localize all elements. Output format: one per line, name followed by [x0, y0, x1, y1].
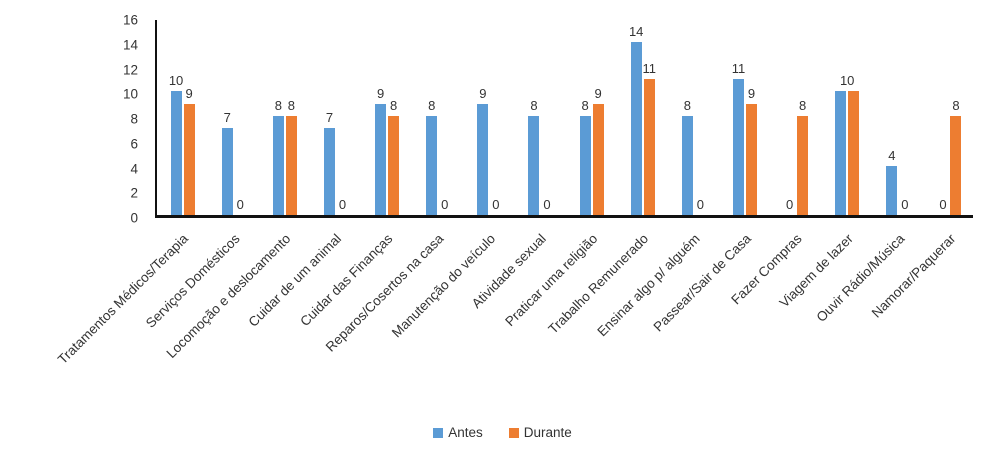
data-label: 7 [223, 110, 231, 126]
data-label: 10 [168, 73, 184, 89]
bar-antes [886, 165, 898, 215]
data-label: 11 [731, 60, 746, 76]
plot-area: 10 7 8 7 9 8 9 8 8 14 8 11 0 10 4 0 9 0 8 0 8 0 0 0 9 11 0 9 8 0 8 [155, 20, 973, 218]
y-tick-label: 8 [130, 111, 138, 127]
data-label: 0 [236, 197, 244, 212]
bar-antes [221, 128, 233, 215]
bar-antes [681, 116, 693, 215]
y-tick-label: 2 [130, 185, 138, 201]
data-label: 8 [428, 98, 436, 113]
bar-antes [732, 78, 744, 215]
y-tick-label: 6 [130, 136, 138, 152]
data-label: 8 [530, 98, 538, 113]
bar-durante [285, 116, 297, 215]
x-category-label: Cuidar das Finanças [297, 231, 396, 330]
data-label: 8 [389, 98, 398, 113]
durante-swatch-icon [508, 427, 519, 438]
bar-antes [272, 116, 284, 215]
legend-label-antes: Antes [448, 425, 483, 440]
data-label: 8 [287, 98, 295, 113]
y-tick-label: 0 [130, 210, 138, 226]
data-label: 11 [642, 60, 656, 76]
data-label: 8 [274, 98, 282, 113]
x-category-label: Praticar uma religião [502, 231, 601, 330]
data-label: 0 [441, 197, 449, 212]
bar-antes [375, 103, 387, 215]
antes-swatch-icon [433, 427, 444, 438]
y-axis: 0 2 4 6 8 10 12 14 16 [0, 13, 149, 226]
bar-durante [643, 78, 655, 215]
data-label: 0 [543, 197, 551, 212]
data-label: 8 [798, 98, 807, 113]
data-label: 10 [839, 73, 855, 89]
data-label: 8 [581, 98, 589, 113]
data-label: 9 [747, 85, 756, 101]
x-category-label: Serviços Domésticos [142, 231, 243, 331]
bar-durante [388, 116, 400, 215]
bar-antes [477, 103, 489, 215]
data-label: 0 [785, 197, 794, 212]
legend-item-durante: Durante [508, 425, 572, 440]
y-tick-label: 4 [130, 161, 138, 176]
bar-antes [323, 128, 335, 215]
legend-item-antes: Antes [433, 425, 483, 440]
bar-antes [426, 116, 438, 215]
x-category-label: Passear/Sair de Casa [650, 231, 754, 335]
x-category-label: Ensinar algo p/ alguém [594, 231, 703, 340]
x-category-label: Cuidar de um animal [245, 231, 345, 330]
data-label: 0 [696, 197, 704, 212]
data-label: 9 [376, 85, 385, 101]
data-label: 0 [939, 197, 947, 212]
bar-durante [950, 116, 962, 215]
data-label: 14 [628, 23, 644, 39]
y-tick-label: 12 [122, 62, 138, 77]
y-tick-label: 16 [122, 12, 138, 28]
x-category-label: Manutenção do veículo [388, 231, 498, 341]
bar-antes [170, 91, 182, 215]
bar-antes [528, 116, 540, 215]
bar-durante [848, 91, 860, 215]
data-label: 9 [185, 85, 193, 101]
data-label: 8 [952, 98, 960, 113]
data-label: 4 [888, 147, 896, 163]
data-label: 0 [901, 197, 909, 212]
bar-durante [745, 103, 757, 215]
bar-durante [797, 116, 809, 215]
legend: Antes Durante [0, 425, 1005, 440]
bar-antes [630, 41, 642, 215]
x-category-label: Trabalho Remunerado [545, 231, 652, 337]
data-label: 8 [683, 98, 691, 113]
y-tick-label: 10 [122, 86, 138, 102]
bar-durante [183, 103, 195, 215]
legend-label-durante: Durante [523, 425, 572, 440]
x-axis-labels: Tratamentos Médicos/Terapia Serviços Domé… [55, 221, 973, 416]
bar-antes [835, 91, 847, 215]
bar-durante [592, 103, 604, 215]
x-category-label: Ouvir Rádio/Música [813, 231, 907, 325]
y-tick-label: 14 [122, 37, 138, 53]
data-label: 0 [492, 197, 500, 212]
data-label: 7 [325, 110, 334, 126]
data-label: 9 [479, 85, 487, 101]
data-label: 0 [338, 197, 347, 212]
bar-antes [579, 116, 591, 215]
data-label: 9 [594, 85, 602, 101]
